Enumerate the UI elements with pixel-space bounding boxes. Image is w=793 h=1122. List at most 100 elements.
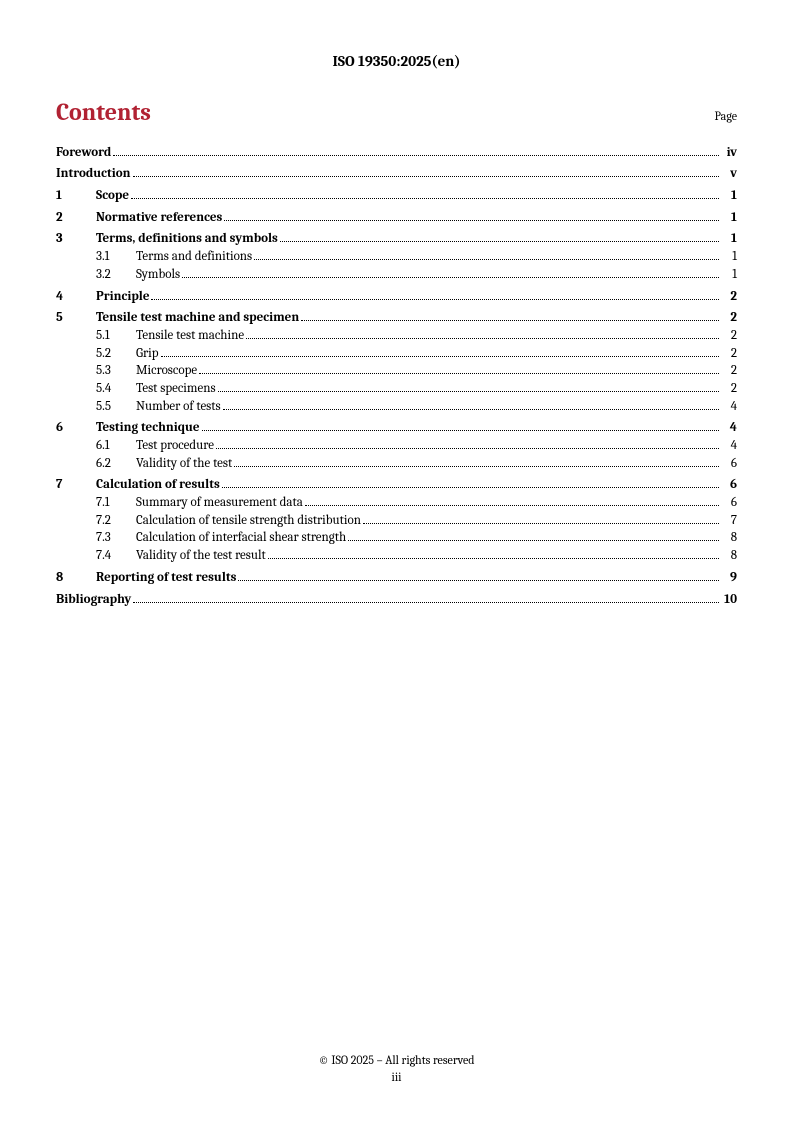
toc-subsection-number: 7.1: [96, 496, 136, 509]
toc-page-number: 2: [721, 290, 737, 303]
toc-subsection-number: 5.5: [96, 400, 136, 413]
toc-row: 4Principle2: [56, 288, 737, 303]
toc-row: 5Tensile test machine and specimen 2: [56, 310, 737, 325]
toc-entry-title: Number of tests: [136, 400, 221, 413]
document-id-header: ISO 19350:2025(en): [56, 52, 737, 70]
toc-leader-dots: [113, 144, 719, 156]
toc-entry-title: Tensile test machine: [136, 329, 244, 342]
toc-page-number: iv: [721, 146, 737, 159]
toc-leader-dots: [268, 547, 719, 559]
toc-page-number: 4: [721, 421, 737, 434]
toc-entry-title: Foreword: [56, 146, 111, 159]
toc-entry-title: Validity of the test: [136, 457, 232, 470]
toc-leader-dots: [280, 231, 719, 243]
toc-entry-title: Calculation of interfacial shear strengt…: [136, 531, 346, 544]
toc-row: 3.1Terms and definitions1: [56, 248, 737, 263]
toc-leader-dots: [301, 310, 719, 322]
page-footer: © ISO 2025 – All rights reserved iii: [0, 1053, 793, 1084]
toc-row: 6.1Test procedure 4: [56, 437, 737, 452]
toc-entry-title: Validity of the test result: [136, 549, 266, 562]
toc-leader-dots: [151, 288, 719, 300]
toc-entry-title: Calculation of results: [96, 478, 220, 491]
toc-page-number: 4: [721, 439, 737, 452]
toc-subsection-number: 6.2: [96, 457, 136, 470]
toc-page-number: 2: [721, 364, 737, 377]
toc-row: 5.4Test specimens2: [56, 380, 737, 395]
toc-row: 3Terms, definitions and symbols 1: [56, 231, 737, 246]
toc-row: 5.2Grip2: [56, 345, 737, 360]
toc-subsection-number: 3.1: [96, 250, 136, 263]
toc-leader-dots: [348, 530, 719, 542]
toc-page-number: 2: [721, 382, 737, 395]
toc-page-number: 2: [721, 329, 737, 342]
toc-row: 3.2Symbols1: [56, 266, 737, 281]
toc-leader-dots: [133, 591, 719, 603]
toc-row: Introduction v: [56, 166, 737, 181]
toc-section-number: 7: [56, 478, 96, 491]
toc-leader-dots: [234, 455, 719, 467]
toc-page-number: 6: [721, 496, 737, 509]
toc-leader-dots: [224, 209, 719, 221]
toc-leader-dots: [223, 398, 719, 410]
toc-entry-title: Reporting of test results: [96, 571, 236, 584]
toc-leader-dots: [216, 437, 719, 449]
toc-row: 7.3Calculation of interfacial shear stre…: [56, 530, 737, 545]
toc-row: 5.3Microscope2: [56, 363, 737, 378]
toc-leader-dots: [222, 477, 719, 489]
copyright-text: © ISO 2025 – All rights reserved: [0, 1053, 793, 1067]
toc-row: 7.1Summary of measurement data6: [56, 494, 737, 509]
page-column-label: Page: [715, 109, 737, 123]
toc-entry-title: Symbols: [136, 268, 180, 281]
toc-leader-dots: [363, 512, 719, 524]
toc-leader-dots: [202, 420, 719, 432]
toc-row: 5.1Tensile test machine 2: [56, 327, 737, 342]
toc-row: 5.5Number of tests 4: [56, 398, 737, 413]
toc-page-number: 1: [721, 232, 737, 245]
toc-page-number: 9: [721, 571, 737, 584]
toc-page-number: v: [721, 167, 737, 180]
toc-section-number: 6: [56, 421, 96, 434]
toc-section-number: 3: [56, 232, 96, 245]
toc-section-number: 2: [56, 211, 96, 224]
page-number: iii: [0, 1070, 793, 1084]
toc-entry-title: Tensile test machine and specimen: [96, 311, 299, 324]
toc-subsection-number: 7.2: [96, 514, 136, 527]
contents-heading: Contents: [56, 98, 151, 126]
toc-row: Bibliography 10: [56, 591, 737, 606]
toc-entry-title: Terms, definitions and symbols: [96, 232, 278, 245]
toc-leader-dots: [131, 187, 719, 199]
toc-section-number: 4: [56, 290, 96, 303]
toc-row: 7.2Calculation of tensile strength distr…: [56, 512, 737, 527]
toc-subsection-number: 5.1: [96, 329, 136, 342]
toc-subsection-number: 6.1: [96, 439, 136, 452]
toc-row: 7.4Validity of the test result8: [56, 547, 737, 562]
toc-entry-title: Test procedure: [136, 439, 214, 452]
toc-page-number: 2: [721, 311, 737, 324]
toc-entry-title: Microscope: [136, 364, 197, 377]
toc-row: 1Scope1: [56, 187, 737, 202]
toc-leader-dots: [305, 494, 719, 506]
toc-section-number: 1: [56, 189, 96, 202]
toc-leader-dots: [218, 380, 719, 392]
toc-row: 6.2Validity of the test6: [56, 455, 737, 470]
toc-page-number: 6: [721, 478, 737, 491]
toc-page-number: 4: [721, 400, 737, 413]
toc-page-number: 1: [721, 211, 737, 224]
toc-subsection-number: 7.4: [96, 549, 136, 562]
toc-section-number: 5: [56, 311, 96, 324]
toc-row: Foreword iv: [56, 144, 737, 159]
toc-leader-dots: [238, 569, 719, 581]
toc-entry-title: Testing technique: [96, 421, 200, 434]
toc-page-number: 10: [721, 593, 737, 606]
table-of-contents: ForewordivIntroductionv1Scope12Normative…: [56, 144, 737, 606]
toc-leader-dots: [246, 327, 719, 339]
toc-row: 8Reporting of test results9: [56, 569, 737, 584]
toc-entry-title: Test specimens: [136, 382, 216, 395]
toc-page-number: 1: [721, 268, 737, 281]
toc-entry-title: Introduction: [56, 167, 131, 180]
toc-entry-title: Bibliography: [56, 593, 131, 606]
toc-entry-title: Grip: [136, 347, 159, 360]
toc-subsection-number: 5.2: [96, 347, 136, 360]
toc-entry-title: Terms and definitions: [136, 250, 252, 263]
toc-subsection-number: 7.3: [96, 531, 136, 544]
